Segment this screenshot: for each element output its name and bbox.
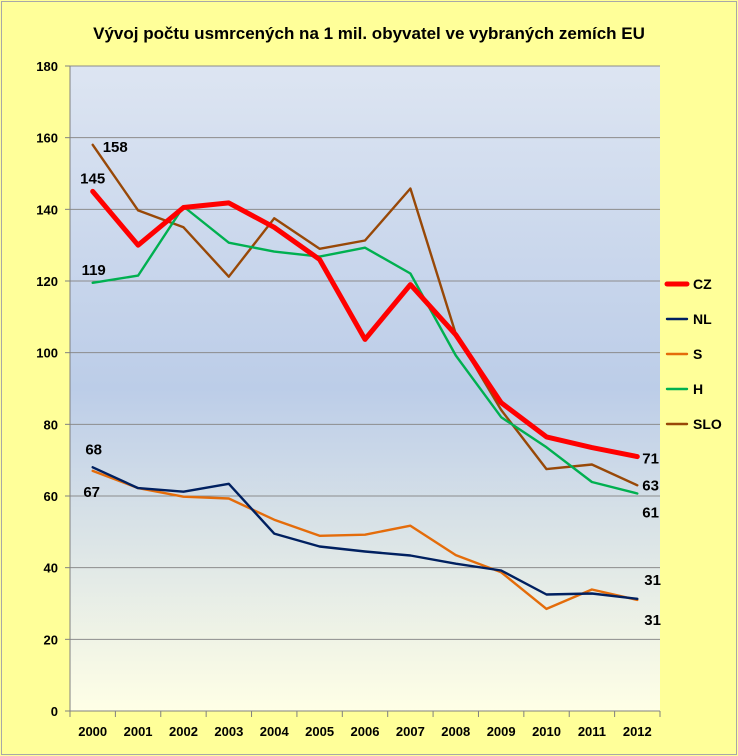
- xtick-label: 2002: [169, 724, 198, 739]
- data-label-s: 31: [644, 612, 661, 629]
- xtick-label: 2001: [124, 724, 153, 739]
- xtick-label: 2011: [578, 724, 606, 739]
- data-label-slo: 63: [642, 477, 659, 494]
- xtick-label: 2010: [532, 724, 561, 739]
- grid-lines: [70, 65, 660, 640]
- axes: 0 20 40 60 80 100 120 140 160 180 2000 2001 2002 2003…: [36, 59, 661, 739]
- series-line-s: [91, 469, 639, 611]
- xtick-label: 2000: [78, 724, 107, 739]
- legend-label-slo: SLO: [693, 416, 722, 432]
- ytick-label: 0: [51, 704, 58, 719]
- data-label-cz: 71: [642, 451, 659, 468]
- data-label-h: 119: [82, 262, 106, 279]
- xtick-label: 2008: [441, 724, 470, 739]
- ytick-label: 180: [36, 59, 58, 74]
- legend-label-s: S: [693, 346, 702, 362]
- xtick-label: 2005: [305, 724, 334, 739]
- legend-label-h: H: [693, 381, 703, 397]
- legend: CZ NL S H SLO: [664, 276, 722, 432]
- series-line-cz: [90, 188, 640, 460]
- legend-label-nl: NL: [693, 311, 712, 327]
- ytick-label: 80: [44, 417, 58, 432]
- xtick-label: 2012: [623, 724, 652, 739]
- legend-label-cz: CZ: [693, 276, 712, 292]
- ytick-label: 140: [36, 202, 58, 217]
- ytick-label: 120: [36, 274, 58, 289]
- data-labels: 145 71 68 31 67 31 119 61 158 63: [80, 139, 661, 629]
- ytick-label: 160: [36, 131, 58, 146]
- xtick-label: 2004: [260, 724, 290, 739]
- xtick-label: 2003: [214, 724, 243, 739]
- chart-title: Vývoj počtu usmrcených na 1 mil. obyvate…: [93, 24, 645, 43]
- xtick-label: 2006: [351, 724, 380, 739]
- series-lines: [90, 143, 640, 611]
- data-label-slo: 158: [103, 139, 128, 156]
- ytick-label: 40: [44, 561, 58, 576]
- ytick-label: 100: [36, 346, 58, 361]
- data-label-nl: 68: [85, 441, 102, 458]
- data-label-cz: 145: [80, 170, 105, 187]
- xtick-label: 2009: [487, 724, 516, 739]
- data-label-h: 61: [642, 504, 659, 521]
- xtick-label: 2007: [396, 724, 425, 739]
- ytick-label: 20: [44, 632, 58, 647]
- ytick-label: 60: [44, 489, 58, 504]
- data-label-nl: 31: [644, 572, 661, 589]
- series-line-nl: [91, 466, 639, 600]
- data-label-s: 67: [83, 484, 100, 501]
- plot-area: [70, 66, 660, 711]
- series-line-slo: [91, 143, 639, 487]
